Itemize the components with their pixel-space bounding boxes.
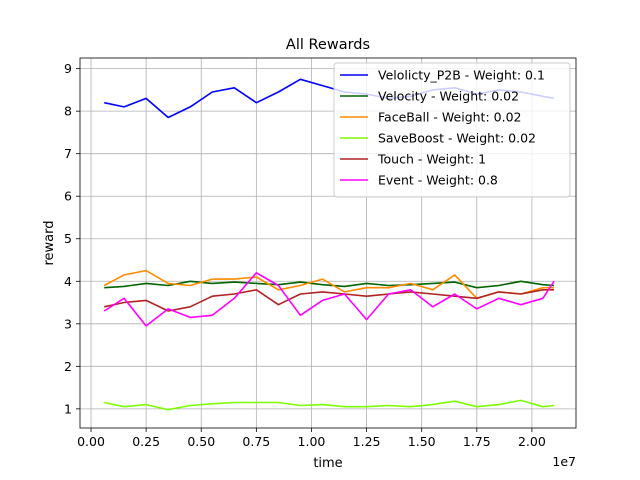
legend-label: Event - Weight: 0.8 (378, 173, 498, 188)
y-tick-label: 7 (64, 146, 72, 161)
y-tick-label: 6 (64, 189, 72, 204)
x-tick-label: 0.00 (77, 434, 105, 449)
legend-box (333, 62, 571, 198)
y-tick-label: 2 (64, 359, 72, 374)
series-line (104, 399, 555, 411)
legend-label: Velocity - Weight: 0.02 (378, 89, 519, 104)
y-tick-label: 1 (64, 401, 72, 416)
y-tick-label: 4 (64, 274, 72, 289)
x-tick-label: 1.75 (463, 434, 491, 449)
x-tick-label: 1.50 (408, 434, 436, 449)
y-tick-label: 5 (64, 231, 72, 246)
legend-label: FaceBall - Weight: 0.02 (378, 110, 521, 125)
chart-title: All Rewards (286, 37, 370, 53)
x-tick-label: 2.00 (518, 434, 546, 449)
y-tick-label: 3 (64, 316, 72, 331)
series-line (103, 271, 555, 327)
x-tick-label: 0.75 (242, 434, 270, 449)
y-tick-label: 9 (64, 61, 72, 76)
legend-label: Velolicty_P2B - Weight: 0.1 (378, 68, 545, 83)
ticks: 0.00 0.25 0.50 0.75 1.00 1.25 1.50 1.75 2.00 1 2 3 4… (64, 61, 546, 449)
x-tick-label: 1.25 (353, 434, 381, 449)
y-tick-label: 8 (64, 104, 72, 119)
x-axis-label: time (313, 456, 342, 471)
series-line (104, 288, 554, 312)
plot-frame (79, 57, 577, 429)
legend: Velolicty_P2B - Weight: 0.1 Velocity - We… (333, 62, 571, 198)
x-tick-label: 0.50 (187, 434, 215, 449)
y-axis-label: reward (42, 220, 57, 265)
x-axis-offset-label: 1e7 (552, 454, 576, 469)
x-tick-label: 0.25 (132, 434, 160, 449)
legend-label: SaveBoost - Weight: 0.02 (378, 131, 536, 146)
x-tick-label: 1.00 (298, 434, 326, 449)
legend-label: Touch - Weight: 1 (377, 152, 486, 167)
